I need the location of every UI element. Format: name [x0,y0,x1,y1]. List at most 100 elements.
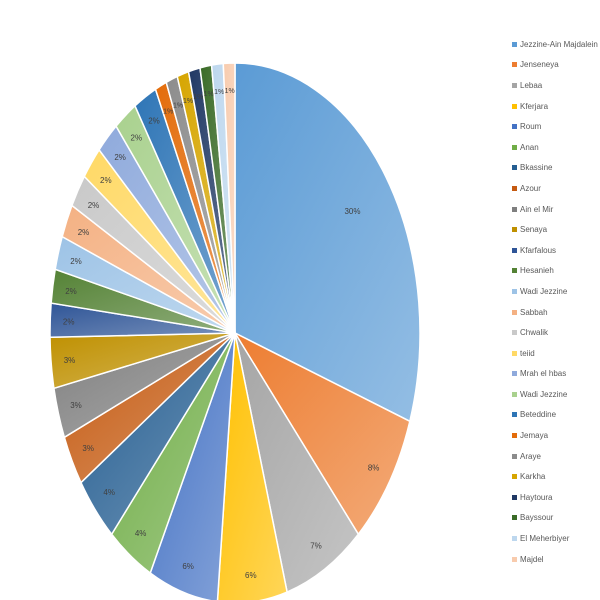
legend-swatch [512,288,517,294]
legend-item: Senaya [512,219,598,240]
legend-swatch [512,391,517,397]
legend-swatch [512,103,517,109]
legend-item: Jezzine-Ain Majdalein [512,34,598,55]
legend-swatch [512,412,517,418]
legend-item: El Meherbiyer [512,528,598,549]
data-label-23: 1% [204,91,214,98]
legend-label: Hesanieh [520,266,554,276]
legend-label: Sabbah [520,307,548,317]
legend-item: Anan [512,137,598,158]
legend-item: Bayssour [512,508,598,529]
legend-label: Senaya [520,225,548,235]
data-label-14: 2% [88,201,100,210]
legend-swatch [512,268,517,274]
legend-label: Jezzine-Ain Majdalein [520,39,598,49]
data-label-0: 30% [344,207,360,216]
legend-label: El Meherbiyer [520,534,570,544]
data-label-24: 1% [214,89,224,96]
legend-item: Chwalik [512,322,598,343]
legend-item: Azour [512,178,598,199]
legend-item: Ain el Mir [512,199,598,220]
data-label-10: 2% [63,317,75,326]
legend-item: Lebaa [512,75,598,96]
legend-label: Wadi Jezzine [520,389,568,399]
legend-label: Karkha [520,472,546,482]
legend-item: Haytoura [512,487,598,508]
legend-swatch [512,474,517,480]
legend-label: Lebaa [520,80,543,90]
legend-swatch [512,350,517,356]
legend-item: Jemaya [512,425,598,446]
data-label-22: 1% [193,94,203,101]
legend-label: Roum [520,122,542,132]
legend-label: Majdel [520,554,544,564]
legend-label: Jenseneya [520,60,559,70]
pie-slice-2 [234,332,360,594]
data-label-12: 2% [70,257,82,266]
legend-swatch [512,82,517,88]
legend-item: Araye [512,446,598,467]
legend-item: Wadi Jezzine [512,281,598,302]
data-label-15: 2% [100,176,112,185]
legend-label: Azour [520,183,541,193]
legend-label: Araye [520,451,541,461]
legend-swatch [512,62,517,68]
data-label-8: 3% [70,401,82,410]
legend-swatch [512,309,517,315]
pie-slice-3 [216,332,288,600]
legend-swatch [512,371,517,377]
legend-label: Haytoura [520,492,553,502]
data-label-7: 3% [82,444,94,453]
pie-slice-1 [232,331,411,536]
legend-label: Ain el Mir [520,204,554,214]
data-label-21: 1% [183,98,193,105]
legend-swatch [512,515,517,521]
legend-label: Mrah el hbas [520,369,567,379]
legend-swatch [512,124,517,130]
data-label-1: 8% [368,464,380,473]
legend-item: Karkha [512,466,598,487]
legend-swatch [512,247,517,253]
legend-label: Kfarfalous [520,245,557,255]
data-label-9: 3% [64,356,76,365]
data-label-18: 2% [148,117,160,126]
legend-label: Kferjara [520,101,549,111]
legend-swatch [512,144,517,150]
legend-swatch [512,41,517,47]
legend-item: Majdel [512,549,598,570]
data-label-6: 4% [103,488,115,497]
data-label-16: 2% [114,153,126,162]
data-label-17: 2% [131,133,143,142]
legend-swatch [512,165,517,171]
legend-swatch [512,206,517,212]
chart-legend: Jezzine-Ain Majdalein Jenseneya Lebaa Kferj… [512,34,598,569]
legend-swatch [512,536,517,542]
legend-label: Jemaya [520,431,549,441]
data-label-25: 1% [225,88,235,95]
legend-item: Jenseneya [512,55,598,76]
legend-label: Beteddine [520,410,557,420]
legend-swatch [512,556,517,562]
legend-item: teiid [512,343,598,364]
legend-swatch [512,433,517,439]
data-label-11: 2% [65,287,77,296]
legend-swatch [512,330,517,336]
legend-label: teiid [520,348,535,358]
legend-item: Hesanieh [512,261,598,282]
data-label-2: 7% [310,541,322,550]
pie-slice-0 [234,62,421,423]
data-label-19: 1% [163,108,173,115]
legend-item: Beteddine [512,405,598,426]
legend-item: Sabbah [512,302,598,323]
legend-label: Chwalik [520,328,549,338]
legend-label: Bkassine [520,163,553,173]
data-label-5: 4% [135,529,147,538]
legend-swatch [512,453,517,459]
data-label-3: 6% [245,571,257,580]
data-label-4: 6% [182,562,194,571]
legend-label: Bayssour [520,513,554,523]
legend-label: Anan [520,142,539,152]
pie-slice-25 [222,62,236,334]
